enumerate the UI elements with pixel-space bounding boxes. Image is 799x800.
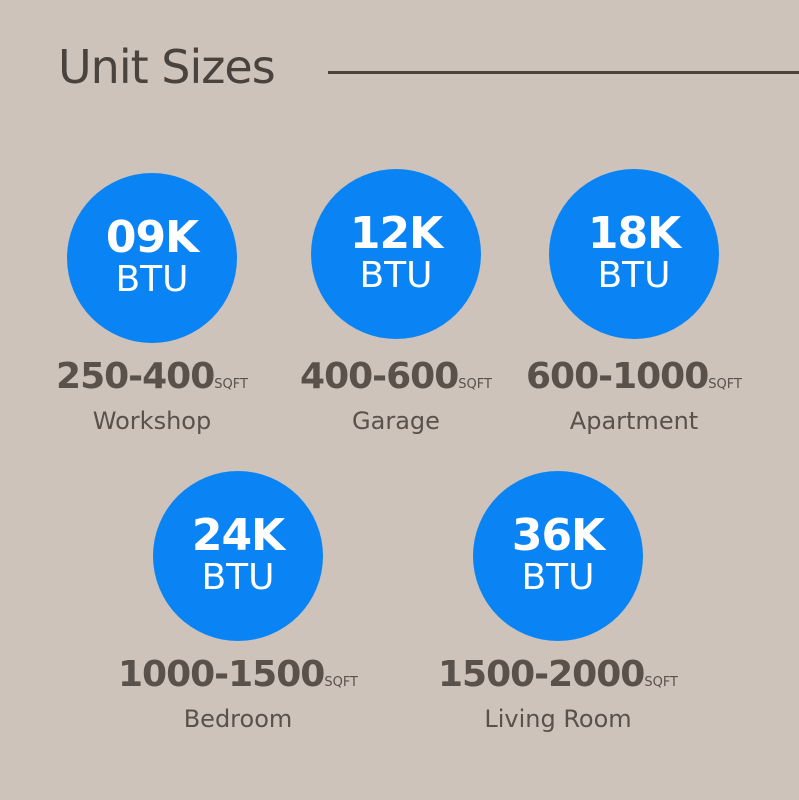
- range-unit: SQFT: [458, 377, 492, 392]
- room-label: Living Room: [484, 705, 632, 733]
- range-unit: SQFT: [324, 675, 359, 690]
- room-label: Workshop: [92, 407, 212, 435]
- range-value: 400-600: [300, 356, 459, 397]
- room-label: Apartment: [569, 407, 699, 435]
- range-unit: SQFT: [214, 377, 248, 392]
- sqft-range: 1500-2000SQFT: [418, 655, 698, 703]
- range-value: 1500-2000: [437, 654, 645, 695]
- unit-card-12k: 12K BTU 400-600SQFT Garage: [256, 169, 536, 437]
- unit-card-09k: 09K BTU 250-400SQFT Workshop: [12, 173, 292, 437]
- sqft-range: 400-600SQFT: [256, 357, 536, 405]
- btu-unit: BTU: [359, 255, 433, 296]
- page-title: Unit Sizes: [58, 40, 276, 94]
- unit-card-24k: 24K BTU 1000-1500SQFT Bedroom: [98, 471, 378, 735]
- sqft-range: 1000-1500SQFT: [98, 655, 378, 703]
- btu-value: 18K: [587, 208, 681, 259]
- btu-unit: BTU: [115, 259, 189, 300]
- range-unit: SQFT: [708, 377, 742, 392]
- range-value: 250-400: [56, 356, 215, 397]
- btu-circle: 36K BTU: [473, 471, 643, 641]
- title-divider: [328, 71, 799, 74]
- btu-unit: BTU: [597, 255, 671, 296]
- range-value: 1000-1500: [117, 654, 325, 695]
- range-value: 600-1000: [526, 356, 709, 397]
- btu-circle: 12K BTU: [311, 169, 481, 339]
- sqft-range: 250-400SQFT: [12, 357, 292, 405]
- unit-card-36k: 36K BTU 1500-2000SQFT Living Room: [418, 471, 698, 735]
- room-label: Garage: [352, 407, 440, 435]
- room-label: Bedroom: [183, 705, 293, 733]
- btu-unit: BTU: [521, 557, 595, 598]
- btu-circle: 24K BTU: [153, 471, 323, 641]
- btu-circle: 09K BTU: [67, 173, 237, 343]
- range-unit: SQFT: [644, 675, 679, 690]
- btu-value: 12K: [349, 208, 443, 259]
- btu-value: 09K: [105, 212, 199, 263]
- sqft-range: 600-1000SQFT: [494, 357, 774, 405]
- btu-unit: BTU: [201, 557, 275, 598]
- btu-circle: 18K BTU: [549, 169, 719, 339]
- btu-value: 24K: [191, 510, 285, 561]
- btu-value: 36K: [511, 510, 605, 561]
- unit-card-18k: 18K BTU 600-1000SQFT Apartment: [494, 169, 774, 437]
